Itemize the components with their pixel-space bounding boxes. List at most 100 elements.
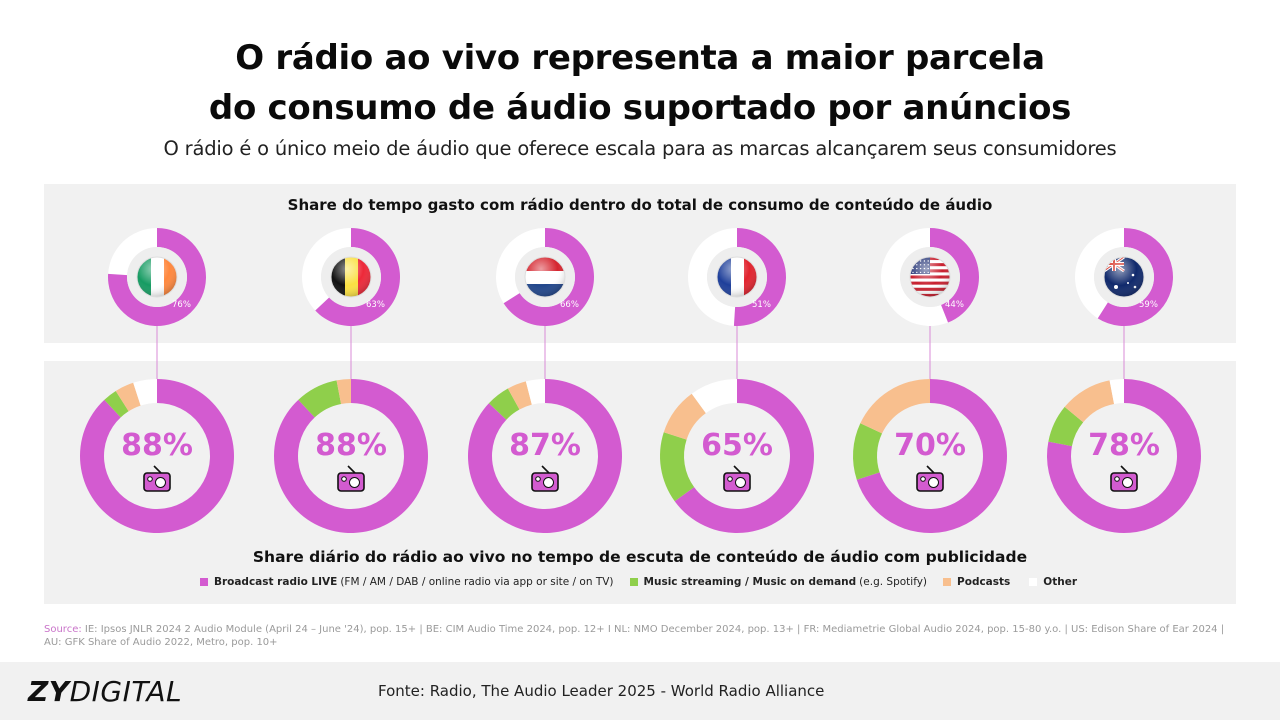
bottom-donut-radio-segment-ie <box>80 379 234 534</box>
radio-antenna <box>733 465 742 474</box>
top-donut-label-ie: 76% <box>172 300 191 310</box>
flag-gloss <box>331 257 371 297</box>
bottom-donut-radio-segment-au <box>1047 379 1201 533</box>
bottom-donut-podcasts-segment-us <box>860 379 930 434</box>
flag-rim <box>136 256 178 298</box>
legend-detail-radio: (FM / AM / DAB / online radio via app or… <box>340 576 614 588</box>
page-subtitle: O rádio é o único meio de áudio que ofer… <box>163 137 1117 160</box>
bottom-donut-music-segment-fr <box>660 432 695 502</box>
radio-knob <box>1114 476 1120 482</box>
radio-icon <box>916 465 944 492</box>
legend-item-radio: Broadcast radio LIVE (FM / AM / DAB / on… <box>199 576 614 588</box>
legend-swatch-podcasts <box>943 578 952 586</box>
bottom-donut-fr: 65% <box>660 379 815 533</box>
top-panel <box>44 184 1236 343</box>
top-donut-radio-segment-be <box>315 228 400 326</box>
legend-detail-music: (e.g. Spotify) <box>859 576 928 588</box>
top-donut-rest-nl <box>496 228 545 304</box>
bottom-donut-other-segment-ie <box>133 379 157 406</box>
legend-label-podcasts: Podcasts <box>957 576 1011 588</box>
flag-gloss <box>910 257 950 297</box>
source-label: Source: <box>44 624 82 635</box>
belgium-flag-icon <box>330 256 372 298</box>
top-donut-au: 59% <box>1074 228 1173 326</box>
source-note: Source: IE: Ipsos JNLR 2024 2 Audio Modu… <box>44 623 1239 649</box>
bottom-donut-label-au: 78% <box>1088 428 1160 463</box>
legend-label-other: Other <box>1043 576 1078 588</box>
radio-knob <box>727 476 733 482</box>
bottom-donut-label-us: 70% <box>894 428 966 463</box>
flag-rim <box>1103 256 1145 298</box>
bottom-donut-radio-segment-us <box>856 379 1008 533</box>
radio-knob <box>147 476 153 482</box>
top-donut-rest-fr <box>687 228 737 326</box>
top-donut-label-fr: 51% <box>752 300 771 310</box>
bottom-donut-au: 78% <box>1047 379 1201 533</box>
top-donut-label-be: 63% <box>366 300 385 310</box>
radio-speaker <box>928 477 939 488</box>
footer-bar <box>0 662 1280 720</box>
radio-speaker <box>349 477 360 488</box>
legend-label-music: Music streaming / Music on demand <box>643 576 857 588</box>
bottom-donut-other-segment-fr <box>691 379 737 414</box>
radio-icon <box>531 465 559 492</box>
bottom-donut-music-segment-us <box>853 423 883 480</box>
flag-gloss <box>525 257 565 297</box>
bottom-donut-podcasts-segment-nl <box>507 381 532 410</box>
radio-icon <box>1110 465 1138 492</box>
radio-speaker <box>155 477 166 488</box>
australia-flag-icon <box>1103 256 1145 298</box>
flag-rim <box>716 256 758 298</box>
legend-swatch-other <box>1029 578 1038 586</box>
bottom-donut-radio-segment-be <box>274 379 428 534</box>
legend: Broadcast radio LIVE (FM / AM / DAB / on… <box>0 576 1280 588</box>
bottom-donut-label-nl: 87% <box>509 428 581 463</box>
ireland-flag-icon <box>136 256 178 298</box>
flag-gloss <box>137 257 177 297</box>
legend-label-radio: Broadcast radio LIVE <box>213 576 338 588</box>
top-donut-radio-segment-us <box>930 228 979 323</box>
legend-swatch-music <box>629 578 638 586</box>
bottom-donut-be: 88% <box>274 379 428 534</box>
bottom-donut-radio-segment-nl <box>467 379 622 534</box>
bottom-donut-label-ie: 88% <box>121 428 193 463</box>
flag-gloss <box>1104 257 1144 297</box>
top-donut-label-au: 59% <box>1139 300 1158 310</box>
radio-antenna <box>926 465 935 474</box>
bottom-donut-radio-segment-fr <box>674 379 815 533</box>
flag-rim <box>330 256 372 298</box>
radio-speaker <box>735 477 746 488</box>
top-chart-title: Share do tempo gasto com rádio dentro do… <box>287 196 993 214</box>
page-title-line-1: O rádio ao vivo representa a maior parce… <box>235 38 1045 78</box>
legend-item-music: Music streaming / Music on demand (e.g. … <box>629 576 928 588</box>
bottom-donut-label-be: 88% <box>315 428 387 463</box>
top-donut-label-us: 44% <box>945 300 964 310</box>
top-donut-radio-segment-au <box>1097 228 1173 326</box>
radio-icon <box>723 465 751 492</box>
radio-icon <box>143 465 171 492</box>
radio-knob <box>535 476 541 482</box>
bottom-donut-music-segment-ie <box>104 390 129 418</box>
bottom-donut-music-segment-nl <box>488 388 520 420</box>
top-donut-us: 44% <box>881 228 979 326</box>
bottom-donut-music-segment-au <box>1048 406 1084 447</box>
top-donut-radio-segment-ie <box>108 228 206 326</box>
radio-antenna <box>1120 465 1129 474</box>
bottom-panel <box>44 361 1236 604</box>
radio-knob <box>920 476 926 482</box>
radio-knob <box>341 476 347 482</box>
source-text: IE: Ipsos JNLR 2024 2 Audio Module (Apri… <box>44 624 1225 648</box>
bottom-donut-label-fr: 65% <box>701 428 773 463</box>
france-flag-icon <box>716 256 758 298</box>
top-donut-radio-segment-fr <box>733 228 786 326</box>
top-donut-radio-segment-nl <box>503 227 594 326</box>
usa-flag-icon <box>909 256 951 298</box>
bottom-chart-title: Share diário do rádio ao vivo no tempo d… <box>252 548 1028 566</box>
page-title-line-2: do consumo de áudio suportado por anúnci… <box>208 88 1072 128</box>
bottom-donut-other-segment-au <box>1109 379 1124 404</box>
top-donut-rest-ie <box>108 228 157 276</box>
logo-light: DIGITAL <box>69 675 183 708</box>
bottom-donut-other-segment-nl <box>525 379 545 405</box>
legend-item-other: Other <box>1029 576 1080 588</box>
